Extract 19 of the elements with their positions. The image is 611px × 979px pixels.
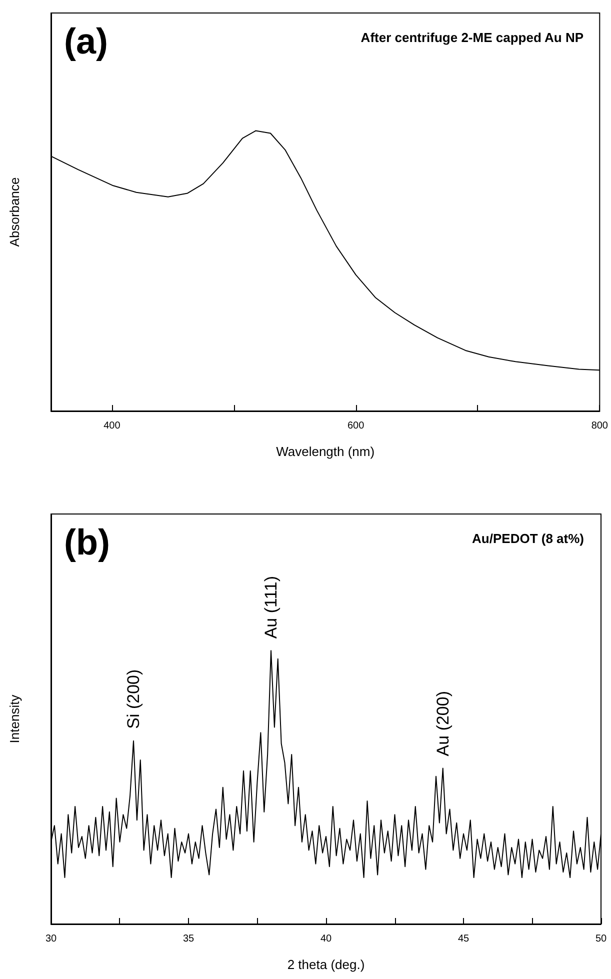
x-axis-title: Wavelength (nm) xyxy=(276,444,375,459)
annotation: Si (200) xyxy=(124,669,143,729)
text: (b) xyxy=(64,522,110,562)
x-tick-label: 30 xyxy=(45,934,57,944)
x-tick-label: 400 xyxy=(104,420,121,432)
x-tick-label: 35 xyxy=(182,934,194,944)
y-axis-title: Absorbance xyxy=(7,177,22,247)
chart-title: Au/PEDOT (8 at%) xyxy=(472,531,584,546)
y-axis-title: Intensity xyxy=(7,694,22,744)
x-tick-label: 40 xyxy=(320,934,332,944)
x-tick-label: 800 xyxy=(591,420,608,432)
chart-title: After centrifuge 2-ME capped Au NP xyxy=(360,30,584,45)
x-axis-title: 2 theta (deg.) xyxy=(287,957,365,972)
x-tick-label: 50 xyxy=(595,934,607,944)
x-tick-label: 600 xyxy=(347,420,365,432)
text: (a) xyxy=(64,20,108,62)
x-tick-label: 45 xyxy=(458,934,470,944)
annotation: Au (200) xyxy=(433,690,452,756)
annotation: Au (111) xyxy=(262,576,280,639)
